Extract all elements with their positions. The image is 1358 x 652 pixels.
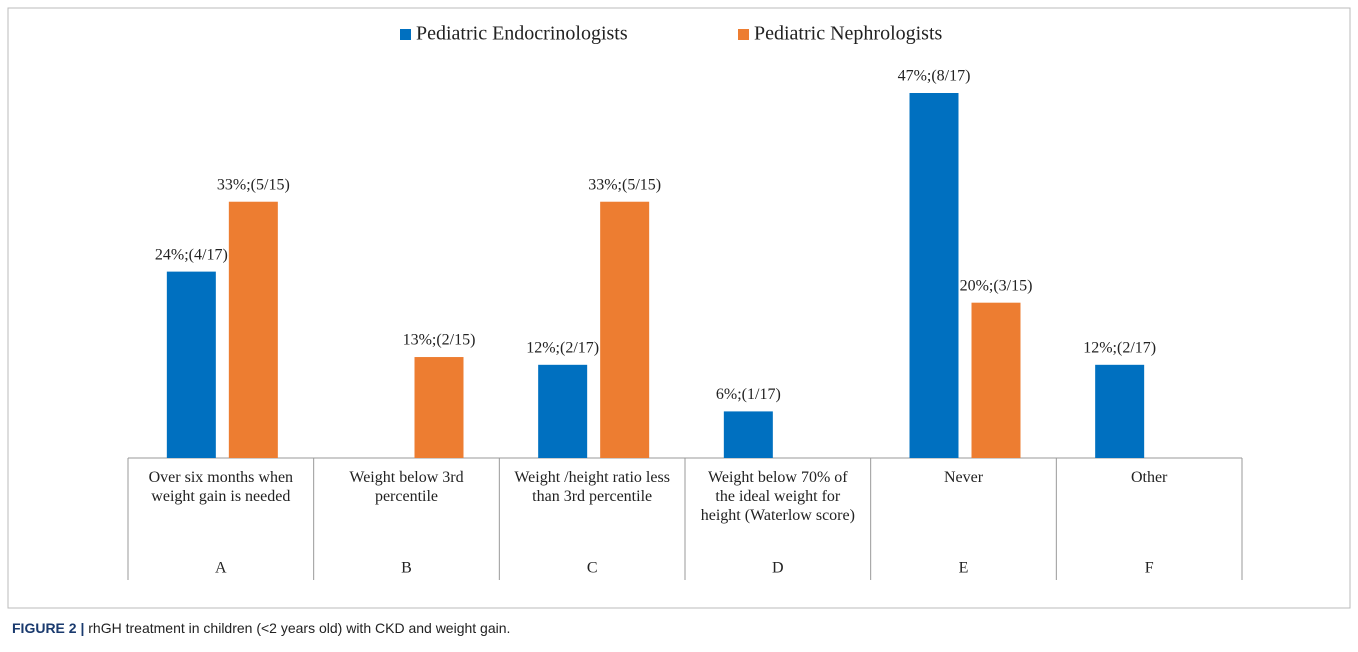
x-tick-label: E — [959, 560, 969, 577]
bar — [909, 93, 959, 458]
category-description: Weight /height ratio less than 3rd perce… — [514, 469, 670, 505]
x-tick-label: B — [401, 560, 412, 577]
x-tick-label: D — [772, 560, 784, 577]
category-description: Never — [943, 469, 984, 486]
x-tick-label: A — [215, 560, 227, 577]
data-label: 33%;(5/15) — [588, 176, 661, 193]
data-label: 12%;(2/17) — [1083, 339, 1156, 356]
data-label: 33%;(5/15) — [217, 176, 290, 193]
figure-frame — [7, 7, 1351, 609]
bar — [723, 411, 773, 458]
x-tick-label: C — [587, 560, 598, 577]
data-label: 12%;(2/17) — [526, 339, 599, 356]
category-description: Other — [1130, 469, 1168, 486]
category-description: Over six months when weight gain is need… — [148, 469, 294, 505]
bar — [166, 271, 216, 458]
category-description: Weight below 3rd percentile — [349, 469, 464, 505]
bar — [414, 357, 464, 458]
legend-swatch — [738, 29, 749, 40]
caption-text: rhGH treatment in children (<2 years old… — [88, 620, 511, 636]
x-tick-label: F — [1145, 560, 1154, 577]
caption: FIGURE 2 | rhGH treatment in children (<… — [12, 620, 510, 636]
data-label: 47%;(8/17) — [898, 68, 971, 85]
bar — [600, 201, 650, 459]
data-label: 6%;(1/17) — [716, 386, 781, 403]
legend-label: Pediatric Nephrologists — [754, 23, 943, 45]
legend-label: Pediatric Endocrinologists — [416, 23, 628, 45]
category-description: Weight below 70% of the ideal weight for… — [700, 469, 855, 524]
legend-swatch — [400, 29, 411, 40]
data-label: 13%;(2/15) — [403, 332, 476, 349]
data-label: 24%;(4/17) — [155, 246, 228, 263]
bar — [1095, 364, 1145, 458]
data-label: 20%;(3/15) — [960, 277, 1033, 294]
bar — [971, 302, 1021, 458]
bar — [538, 364, 588, 458]
caption-label: FIGURE 2 | — [12, 620, 85, 636]
bar — [228, 201, 278, 459]
